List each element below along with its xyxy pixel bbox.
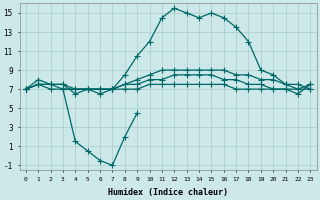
X-axis label: Humidex (Indice chaleur): Humidex (Indice chaleur) <box>108 188 228 197</box>
